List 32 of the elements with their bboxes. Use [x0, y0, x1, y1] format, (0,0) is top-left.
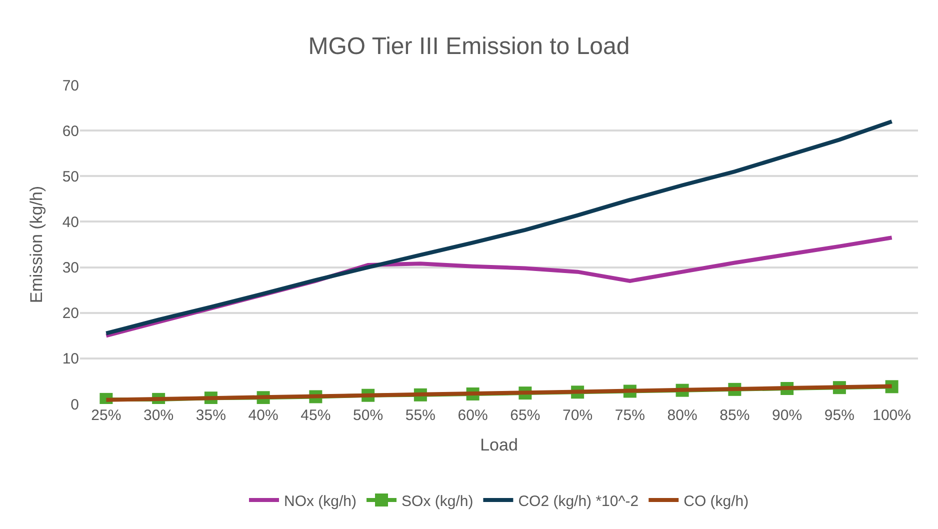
legend-label: NOx (kg/h): [284, 492, 357, 510]
line-series: [104, 119, 894, 336]
x-tick-label: 60%: [458, 407, 488, 424]
x-tick-label: 50%: [353, 407, 384, 424]
x-tick-label: 70%: [562, 407, 593, 424]
y-tick-label: 30: [62, 260, 79, 277]
y-tick-label: 70: [62, 77, 79, 94]
x-tick-label: 35%: [196, 407, 226, 424]
y-tick-label: 50: [62, 168, 79, 186]
legend-label: CO2 (kg/h) *10^-2: [518, 492, 639, 510]
x-tick-label: 80%: [667, 407, 698, 424]
x-tick-label: 40%: [248, 407, 278, 424]
x-tick-label: 45%: [300, 407, 331, 424]
x-tick-label: 55%: [405, 407, 436, 424]
x-tick-label: 65%: [510, 407, 540, 424]
x-tick-label: 90%: [772, 407, 802, 424]
y-tick-label: 10: [62, 350, 79, 368]
y-tick-label: 0: [70, 396, 79, 414]
y-tick-label: 40: [62, 214, 79, 231]
x-tick-label: 75%: [614, 407, 645, 424]
x-tick-label: 100%: [872, 407, 911, 424]
chart-title: MGO Tier III Emission to Load: [308, 32, 630, 60]
legend-label: CO (kg/h): [684, 492, 749, 510]
y-tick-label: 60: [62, 122, 79, 140]
x-tick-label: 85%: [720, 407, 750, 424]
x-tick-label: 95%: [824, 407, 854, 424]
x-axis-title: Load: [480, 435, 518, 454]
x-tick-label: 30%: [144, 407, 174, 424]
legend-label: SOx (kg/h): [402, 492, 474, 510]
x-tick-label: 25%: [91, 407, 122, 424]
y-axis-title: Emission (kg/h): [26, 186, 46, 304]
y-tick-label: 20: [62, 305, 79, 322]
